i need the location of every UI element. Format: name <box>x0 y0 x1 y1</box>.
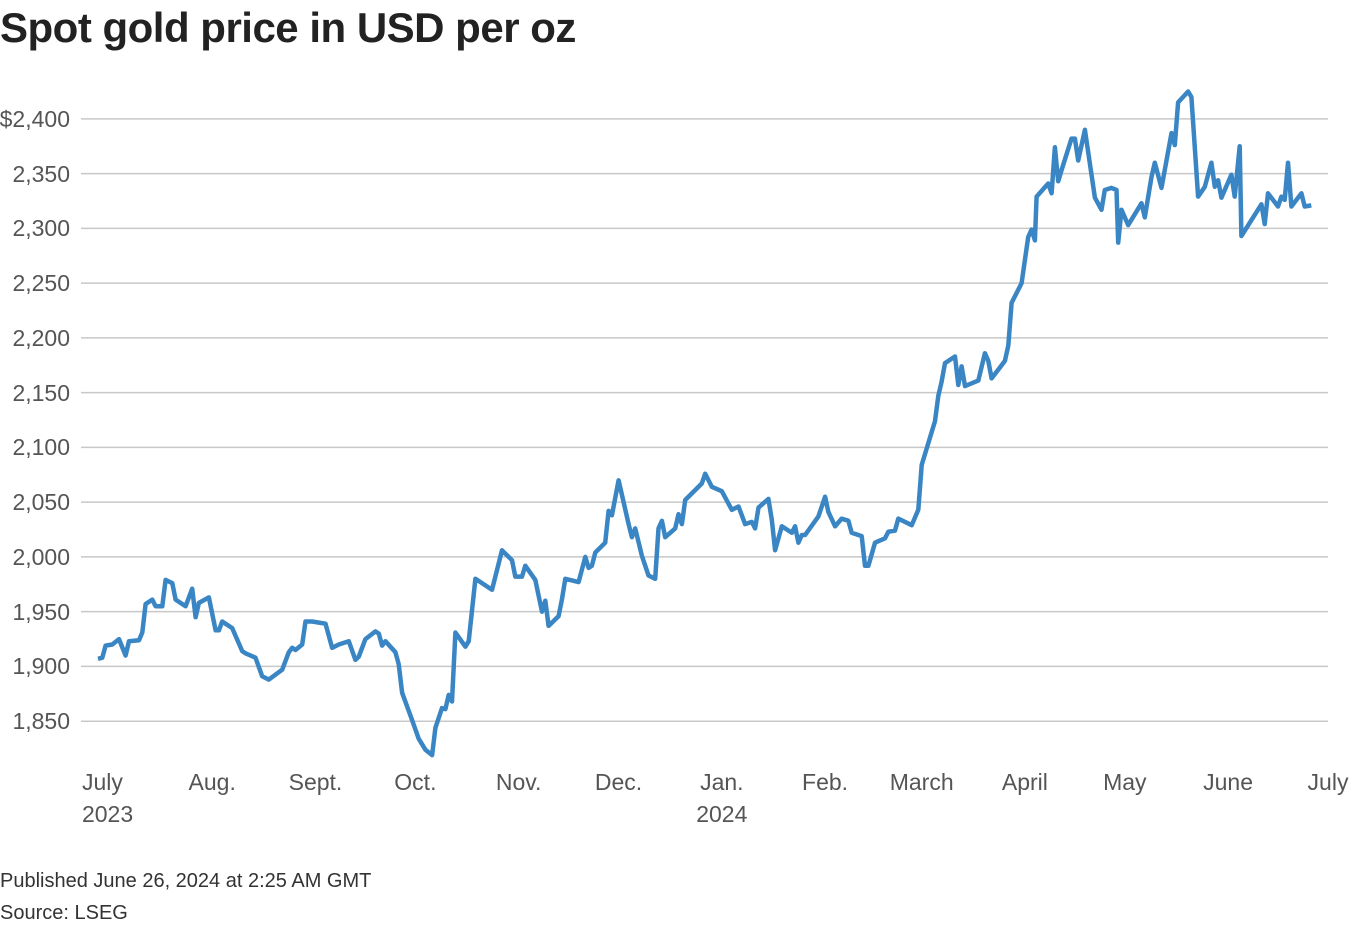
x-tick-label: Oct. <box>394 769 437 795</box>
x-tick-label: Aug. <box>188 769 236 795</box>
x-tick-label: Feb. <box>802 769 849 795</box>
x-tick-label: Jan. 2024 <box>696 769 748 827</box>
price-line <box>97 89 1312 758</box>
y-tick-label: 2,050 <box>12 489 70 516</box>
x-tick-label: July <box>1307 769 1349 795</box>
y-tick-label: 2,200 <box>12 324 70 351</box>
x-tick-label: April <box>1001 769 1048 795</box>
y-tick-label: 2,350 <box>12 160 70 187</box>
y-tick-label: 2,300 <box>12 215 70 242</box>
chart-title: Spot gold price in USD per oz <box>0 4 576 51</box>
x-tick-label: March <box>889 769 954 795</box>
x-tick-label: May <box>1103 769 1147 795</box>
x-tick-label: July 2023 <box>81 769 134 827</box>
y-tick-label: $2,400 <box>0 105 70 132</box>
y-tick-label: 2,250 <box>12 270 70 297</box>
y-tick-label: 1,950 <box>12 598 70 625</box>
y-tick-label: 2,100 <box>12 434 70 461</box>
y-tick-label: 1,900 <box>12 653 70 680</box>
x-tick-label: June <box>1203 769 1254 795</box>
y-tick-label: 2,000 <box>12 543 70 570</box>
footnote: Published June 26, 2024 at 2:25 AM GMT <box>0 870 372 892</box>
y-tick-label: 2,150 <box>12 379 70 406</box>
x-tick-label: Nov. <box>495 769 542 795</box>
y-tick-label: 1,850 <box>12 708 70 735</box>
x-tick-label: Sept. <box>288 769 343 795</box>
source: Source: LSEG <box>0 902 128 924</box>
x-tick-label: Dec. <box>594 769 643 795</box>
